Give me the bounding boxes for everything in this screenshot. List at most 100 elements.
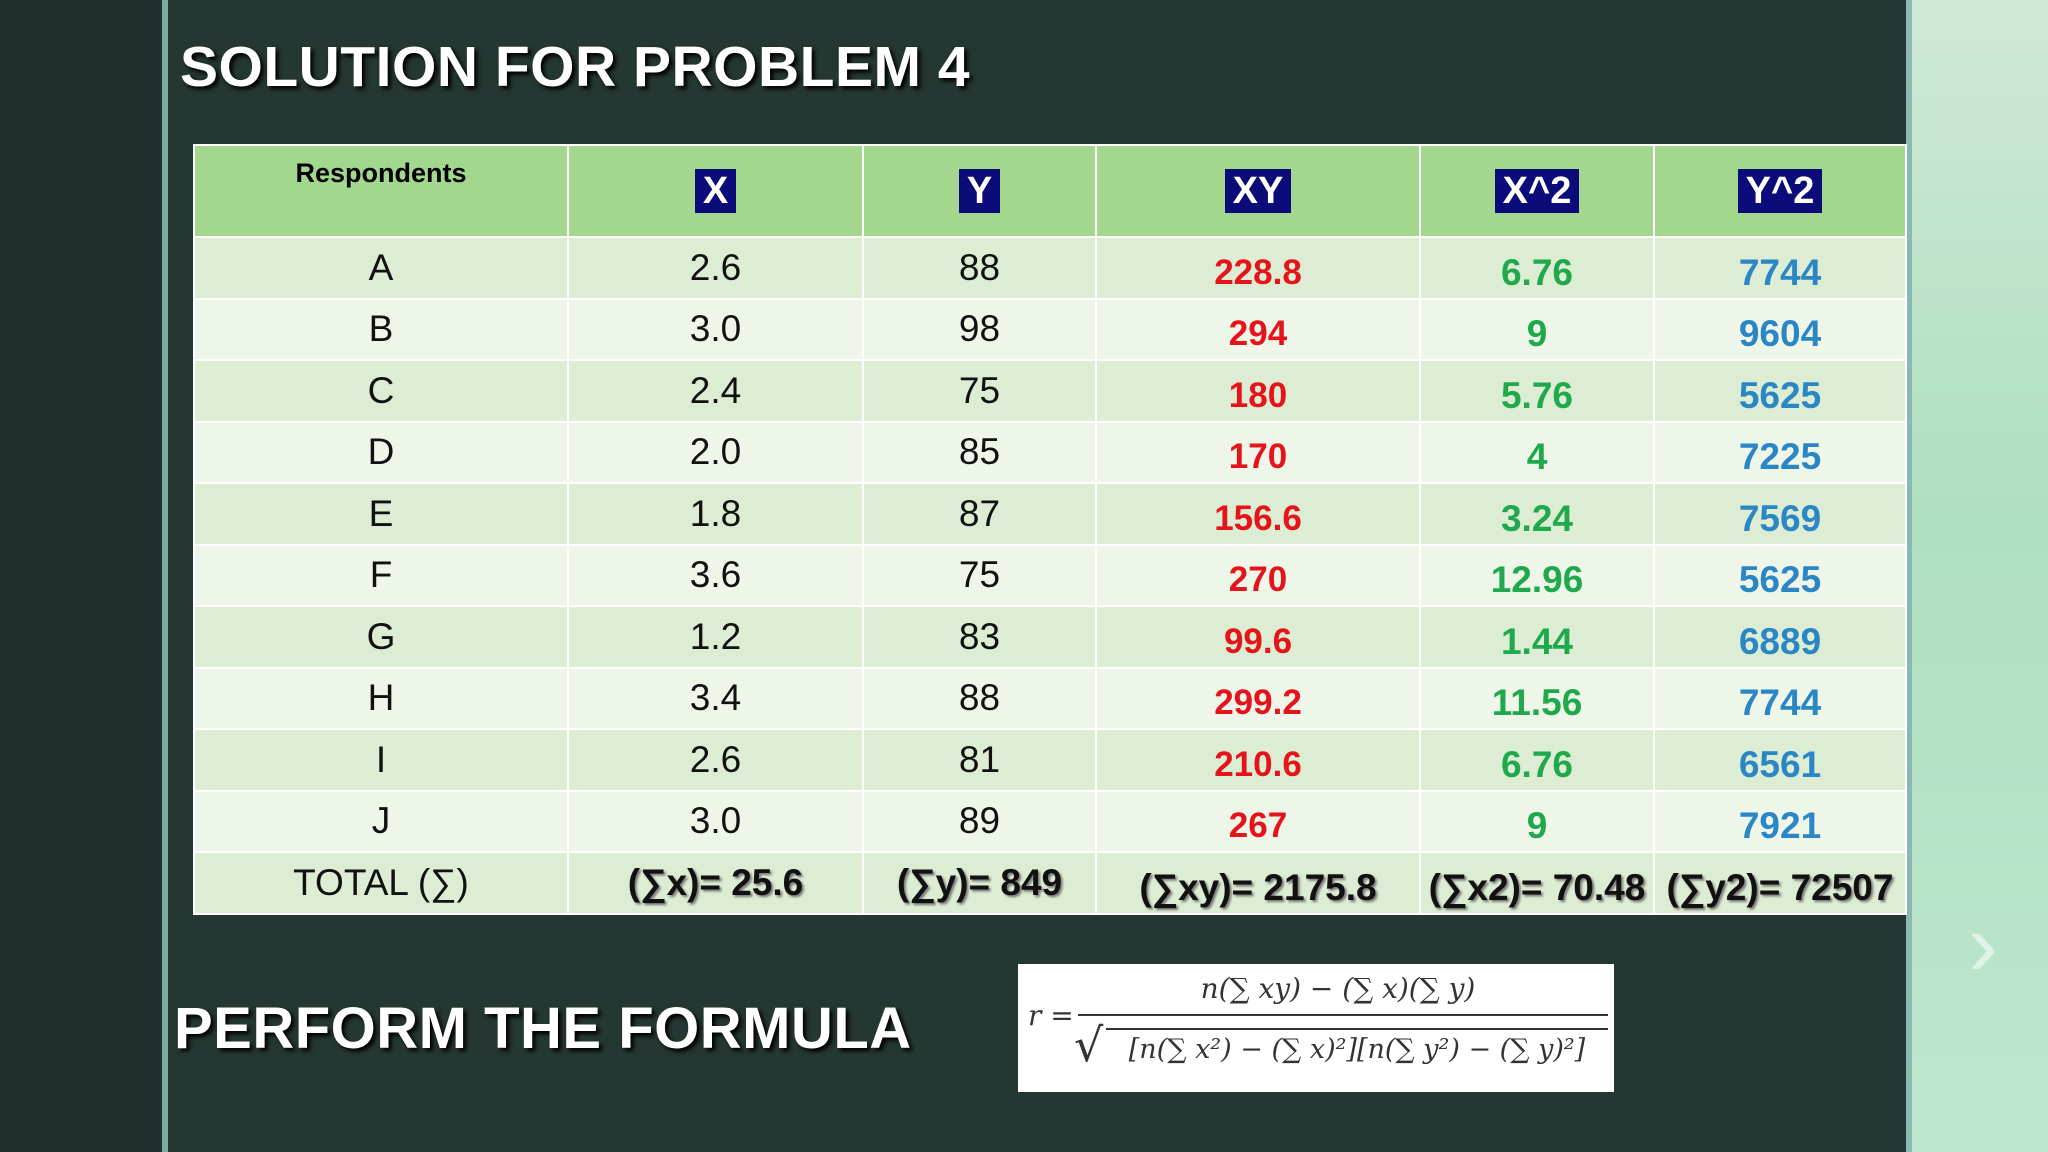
- cell-respondent: B: [193, 297, 569, 361]
- cell-y2: 6561: [1653, 728, 1907, 792]
- cell-xy: 267: [1095, 789, 1421, 853]
- right-decor-rule: [1906, 0, 1912, 1152]
- cell-y: 83: [862, 605, 1097, 669]
- cell-x: 2.6: [567, 728, 864, 792]
- cell-respondent: J: [193, 789, 569, 853]
- header-y2: Y^2: [1653, 144, 1907, 238]
- cell-x: 2.4: [567, 359, 864, 423]
- cell-x2: 9: [1419, 297, 1655, 361]
- slide-title: SOLUTION FOR PROBLEM 4: [180, 35, 971, 99]
- cell-respondent: F: [193, 543, 569, 607]
- cell-y: 98: [862, 297, 1097, 361]
- cell-x2: 11.56: [1419, 666, 1655, 730]
- header-xy: XY: [1095, 144, 1421, 238]
- left-decor-rule: [162, 0, 168, 1152]
- cell-y2: 7744: [1653, 236, 1907, 300]
- cell-x2: 3.24: [1419, 482, 1655, 546]
- table-row: E 1.8 87 156.6 3.24 7569: [193, 482, 1907, 546]
- total-y2: (∑y2)= 72507: [1653, 851, 1907, 915]
- cell-x2: 6.76: [1419, 728, 1655, 792]
- cell-xy: 156.6: [1095, 482, 1421, 546]
- cell-x2: 6.76: [1419, 236, 1655, 300]
- header-x2: X^2: [1419, 144, 1655, 238]
- table-row: G 1.2 83 99.6 1.44 6889: [193, 605, 1907, 669]
- total-xy: (∑xy)= 2175.8: [1095, 851, 1421, 915]
- cell-xy: 228.8: [1095, 236, 1421, 300]
- cell-respondent: H: [193, 666, 569, 730]
- data-table: Respondents X Y XY X^2 Y^2 A 2.6 88 228.…: [193, 144, 1907, 915]
- total-label: TOTAL (∑): [193, 851, 569, 915]
- cell-y: 75: [862, 543, 1097, 607]
- formula-denominator: [n(∑ x²) − (∑ x)²][n(∑ y²) − (∑ y)²]: [1106, 1028, 1608, 1065]
- cell-y: 81: [862, 728, 1097, 792]
- cell-xy: 294: [1095, 297, 1421, 361]
- cell-x: 1.8: [567, 482, 864, 546]
- cell-respondent: G: [193, 605, 569, 669]
- formula-heading: PERFORM THE FORMULA: [174, 996, 912, 1061]
- formula-lhs: r =: [1028, 999, 1074, 1032]
- cell-y: 87: [862, 482, 1097, 546]
- cell-xy: 99.6: [1095, 605, 1421, 669]
- cell-xy: 299.2: [1095, 666, 1421, 730]
- cell-x: 2.6: [567, 236, 864, 300]
- header-row: Respondents X Y XY X^2 Y^2: [193, 144, 1907, 238]
- cell-x: 3.0: [567, 789, 864, 853]
- cell-x: 3.4: [567, 666, 864, 730]
- header-x2-label: X^2: [1494, 169, 1580, 213]
- table-row: C 2.4 75 180 5.76 5625: [193, 359, 1907, 423]
- cell-x: 3.0: [567, 297, 864, 361]
- cell-xy: 170: [1095, 420, 1421, 484]
- total-x2: (∑x2)= 70.48: [1419, 851, 1655, 915]
- cell-x2: 1.44: [1419, 605, 1655, 669]
- cell-y: 88: [862, 666, 1097, 730]
- header-respondents: Respondents: [193, 144, 569, 238]
- header-y2-label: Y^2: [1737, 169, 1823, 213]
- left-decor-band: [0, 0, 165, 1152]
- right-decor-band: [1912, 0, 2048, 1152]
- table-row: J 3.0 89 267 9 7921: [193, 789, 1907, 853]
- cell-y: 85: [862, 420, 1097, 484]
- cell-respondent: A: [193, 236, 569, 300]
- decor-chevron-icon: ›: [1968, 895, 1998, 995]
- cell-x2: 4: [1419, 420, 1655, 484]
- cell-x2: 12.96: [1419, 543, 1655, 607]
- cell-respondent: I: [193, 728, 569, 792]
- cell-y: 75: [862, 359, 1097, 423]
- table-row: B 3.0 98 294 9 9604: [193, 297, 1907, 361]
- cell-x: 2.0: [567, 420, 864, 484]
- cell-y2: 7744: [1653, 666, 1907, 730]
- cell-y2: 9604: [1653, 297, 1907, 361]
- correlation-formula: r = n(∑ xy) − (∑ x)(∑ y) √ [n(∑ x²) − (∑…: [1018, 964, 1614, 1092]
- cell-y2: 6889: [1653, 605, 1907, 669]
- cell-y2: 7225: [1653, 420, 1907, 484]
- header-x: X: [567, 144, 864, 238]
- table-row: A 2.6 88 228.8 6.76 7744: [193, 236, 1907, 300]
- cell-respondent: D: [193, 420, 569, 484]
- header-y: Y: [862, 144, 1097, 238]
- table-row: F 3.6 75 270 12.96 5625: [193, 543, 1907, 607]
- table-row: I 2.6 81 210.6 6.76 6561: [193, 728, 1907, 792]
- total-y: (∑y)= 849: [862, 851, 1097, 915]
- total-x: (∑x)= 25.6: [567, 851, 864, 915]
- cell-y2: 5625: [1653, 543, 1907, 607]
- header-x-label: X: [694, 169, 737, 213]
- table-row: H 3.4 88 299.2 11.56 7744: [193, 666, 1907, 730]
- cell-x: 1.2: [567, 605, 864, 669]
- cell-respondent: C: [193, 359, 569, 423]
- fraction-bar: [1078, 1014, 1608, 1016]
- formula-numerator: n(∑ xy) − (∑ x)(∑ y): [1200, 972, 1476, 1005]
- table-row: D 2.0 85 170 4 7225: [193, 420, 1907, 484]
- cell-x: 3.6: [567, 543, 864, 607]
- cell-y: 88: [862, 236, 1097, 300]
- cell-y2: 7921: [1653, 789, 1907, 853]
- cell-y2: 5625: [1653, 359, 1907, 423]
- cell-xy: 270: [1095, 543, 1421, 607]
- cell-y2: 7569: [1653, 482, 1907, 546]
- cell-x2: 5.76: [1419, 359, 1655, 423]
- cell-x2: 9: [1419, 789, 1655, 853]
- cell-xy: 180: [1095, 359, 1421, 423]
- cell-respondent: E: [193, 482, 569, 546]
- header-y-label: Y: [958, 169, 1001, 213]
- sqrt-icon: √: [1074, 1018, 1104, 1072]
- totals-row: TOTAL (∑) (∑x)= 25.6 (∑y)= 849 (∑xy)= 21…: [193, 851, 1907, 915]
